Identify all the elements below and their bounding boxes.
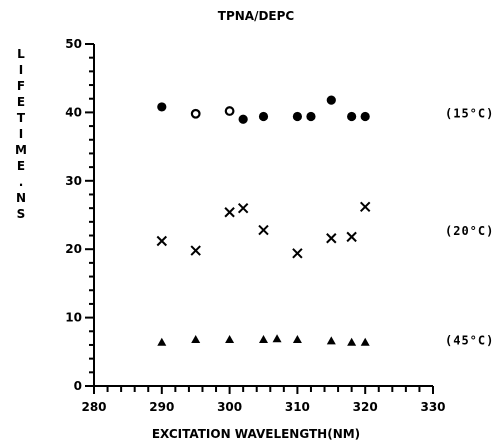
data-point-circle: [306, 111, 316, 122]
data-point-triangle: [326, 336, 336, 345]
data-point-circle-open: [190, 108, 201, 119]
x-tick-label: 320: [353, 400, 378, 414]
series-annotation: (20°C): [445, 224, 492, 238]
data-point-cross: [258, 224, 269, 236]
x-tick-label: 330: [420, 400, 445, 414]
series-annotation: (15°C): [445, 106, 492, 120]
x-tick-label: 300: [217, 400, 242, 414]
x-tick-label: 280: [81, 400, 106, 414]
axes: [93, 44, 433, 387]
y-tick-label: 50: [65, 37, 82, 51]
data-point-circle: [292, 111, 302, 122]
data-point-circle: [157, 102, 167, 112]
y-tick-label: 0: [74, 379, 82, 393]
data-point-circle: [347, 111, 357, 122]
data-point-cross: [326, 233, 337, 244]
data-point-triangle: [157, 337, 167, 346]
data-point-circle: [258, 111, 269, 122]
data-point-circle-open: [224, 106, 235, 116]
data-point-triangle: [259, 334, 268, 343]
data-point-triangle: [272, 334, 282, 343]
series-cross: [156, 201, 371, 259]
data-point-cross: [292, 248, 303, 259]
y-tick-label: 30: [65, 174, 82, 188]
data-point-circle: [360, 111, 370, 122]
y-tick-label: 20: [65, 242, 82, 256]
x-tick-label: 290: [149, 400, 174, 414]
data-point-triangle: [292, 334, 302, 343]
data-point-circle: [238, 114, 248, 124]
data-point-cross: [190, 245, 201, 256]
y-tick-label: 40: [65, 105, 82, 119]
data-point-triangle: [191, 334, 201, 343]
series-triangle: [157, 334, 370, 346]
data-point-cross: [156, 235, 168, 247]
data-point-triangle: [360, 337, 370, 346]
data-point-triangle: [225, 334, 235, 343]
x-tick-label: 310: [285, 400, 310, 414]
x-axis-label: EXCITATION WAVELENGTH(NM): [152, 427, 360, 441]
chart-title: TPNA/DEPC: [218, 9, 295, 23]
data-point-cross: [237, 202, 249, 214]
annotations: (15°C) (20°C) (45°C): [445, 106, 492, 347]
data-point-circle: [326, 95, 336, 105]
data-point-triangle: [347, 337, 357, 346]
series-annotation: (45°C): [445, 333, 492, 347]
data-point-cross: [346, 231, 357, 243]
data-point-cross: [359, 201, 371, 212]
data-point-cross: [224, 207, 235, 218]
y-tick-label: 10: [65, 311, 82, 325]
y-ticks: 0 10 20 30 40 50: [65, 37, 94, 393]
series-layer: [156, 95, 371, 346]
x-ticks: 280 290 300 310 320 330: [81, 386, 446, 414]
series-circle: [157, 95, 370, 124]
